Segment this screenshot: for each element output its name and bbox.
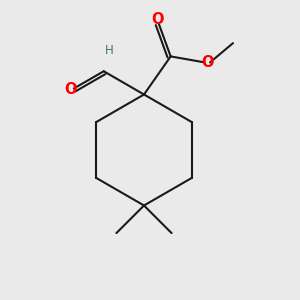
Text: H: H	[105, 44, 113, 58]
Text: O: O	[151, 12, 164, 27]
Text: O: O	[64, 82, 76, 98]
Text: O: O	[201, 55, 213, 70]
